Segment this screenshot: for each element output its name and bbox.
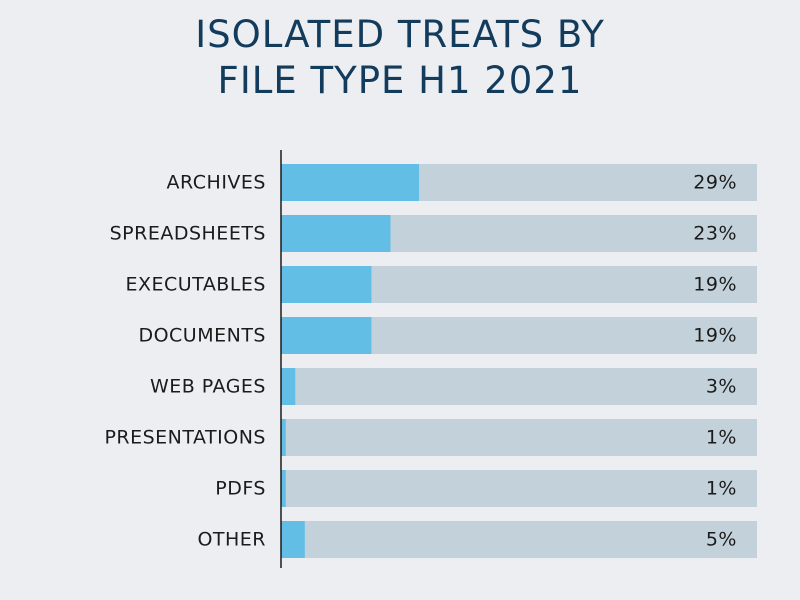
chart-title-line-1: ISOLATED TREATS BY [195,13,605,56]
chart-title-line-2: FILE TYPE H1 2021 [217,59,583,102]
value-label-spreadsheets: 23% [693,223,737,245]
bar-web-pages[interactable] [281,368,296,405]
bar-track-pdfs [281,470,757,507]
category-label-executables: EXECUTABLES [125,274,266,296]
bar-executables[interactable] [281,266,372,303]
bar-documents[interactable] [281,317,372,354]
value-label-web-pages: 3% [706,376,737,398]
category-label-pdfs: PDFS [215,478,266,500]
bar-track-other [281,521,757,558]
category-label-archives: ARCHIVES [167,172,266,194]
category-label-other: OTHER [197,529,266,551]
value-label-other: 5% [706,529,737,551]
bars-layer: ARCHIVES 29% SPREADSHEETS 23% EXECUTABLES 19%… [104,164,757,558]
bar-presentations[interactable] [281,419,286,456]
bar-spreadsheets[interactable] [281,215,391,252]
category-label-web-pages: WEB PAGES [150,376,266,398]
value-label-documents: 19% [693,325,737,347]
bar-track-web-pages [281,368,757,405]
value-label-executables: 19% [693,274,737,296]
value-label-archives: 29% [693,172,737,194]
chart-title: ISOLATED TREATS BY FILE TYPE H1 2021 [0,12,800,104]
bar-track-presentations [281,419,757,456]
bar-archives[interactable] [281,164,420,201]
bar-other[interactable] [281,521,305,558]
category-label-presentations: PRESENTATIONS [104,427,266,449]
bar-pdfs[interactable] [281,470,286,507]
category-label-documents: DOCUMENTS [138,325,266,347]
category-label-spreadsheets: SPREADSHEETS [110,223,266,245]
value-label-presentations: 1% [706,427,737,449]
value-label-pdfs: 1% [706,478,737,500]
